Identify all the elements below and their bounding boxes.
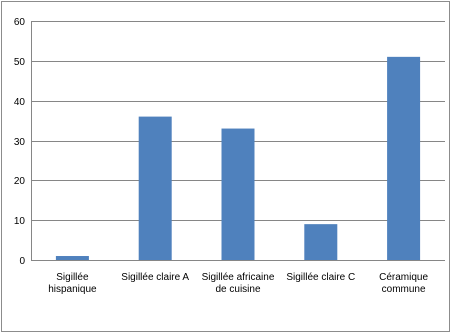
x-category-label: Sigillée africaine de cuisine xyxy=(202,272,275,295)
y-axis-ticks: 0 10 20 30 40 50 60 xyxy=(14,17,26,267)
y-tick-label: 10 xyxy=(14,216,26,227)
y-tick-label: 60 xyxy=(14,17,26,28)
bar xyxy=(221,128,255,260)
x-axis-categories: Sigillée hispanique Sigillée claire A Sigil… xyxy=(48,272,428,295)
bar xyxy=(387,56,421,260)
y-tick-label: 20 xyxy=(14,176,26,187)
bar xyxy=(304,224,338,260)
x-category-label: Céramique commune xyxy=(379,272,428,295)
x-category-label: Sigillée hispanique xyxy=(48,272,97,295)
y-tick-label: 30 xyxy=(14,137,26,148)
bars xyxy=(55,56,421,260)
x-category-label: Sigillée claire A xyxy=(121,272,189,283)
y-tick-label: 40 xyxy=(14,97,26,108)
gridlines xyxy=(31,21,445,261)
bar xyxy=(138,116,172,260)
y-tick-label: 0 xyxy=(19,256,25,267)
y-tick-label: 50 xyxy=(14,57,26,68)
x-category-label: Sigillée claire C xyxy=(286,272,355,283)
bar xyxy=(55,256,89,260)
